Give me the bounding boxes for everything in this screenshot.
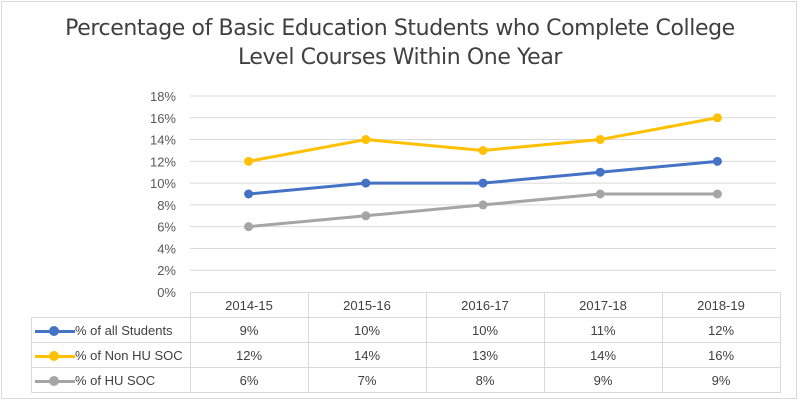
table-row-all-students: % of all Students 9% 10% 10% 11% 12%: [31, 317, 781, 343]
table-cell: 8%: [425, 367, 545, 393]
data-table: 2014-15 2015-16 2016-17 2017-18 2018-19 …: [31, 292, 781, 393]
table-cell: 13%: [425, 342, 545, 368]
legend-entry-hu-soc: % of HU SOC: [31, 367, 191, 393]
y-tick-label: 2%: [157, 263, 176, 278]
legend-key-blue-line-icon: [35, 325, 75, 337]
y-tick-label: 18%: [150, 89, 176, 104]
data-point-marker: [595, 189, 605, 199]
table-cell: 9%: [543, 367, 663, 393]
table-cell: 10%: [307, 317, 427, 343]
legend-entry-all-students: % of all Students: [31, 317, 191, 343]
data-table-header: 2014-15 2015-16 2016-17 2017-18 2018-19: [31, 292, 781, 318]
table-cell: 14%: [307, 342, 427, 368]
category-label: 2016-17: [425, 292, 545, 318]
data-point-marker: [361, 178, 371, 188]
table-cell: 9%: [189, 317, 309, 343]
y-axis-ticks: 0%2%4%6%8%10%12%14%16%18%: [150, 89, 176, 300]
table-cell: 14%: [543, 342, 663, 368]
table-cell: 16%: [661, 342, 781, 368]
data-point-marker: [244, 222, 254, 232]
table-cell: 10%: [425, 317, 545, 343]
table-cell: 11%: [543, 317, 663, 343]
chart-title-line-2: Level Courses Within One Year: [237, 45, 563, 70]
table-row-hu-soc: % of HU SOC 6% 7% 8% 9% 9%: [31, 367, 781, 393]
data-point-marker: [244, 156, 254, 166]
y-tick-label: 6%: [157, 220, 176, 235]
category-label: 2014-15: [189, 292, 309, 318]
data-point-marker: [361, 211, 371, 221]
legend-key-gray-line-icon: [35, 375, 75, 387]
chart-title-line-1: Percentage of Basic Education Students w…: [65, 16, 735, 41]
table-cell: 6%: [189, 367, 309, 393]
table-row-non-hu-soc: % of Non HU SOC 12% 14% 13% 14% 16%: [31, 342, 781, 368]
y-tick-label: 4%: [157, 241, 176, 256]
data-point-marker: [712, 113, 722, 123]
legend-entry-non-hu-soc: % of Non HU SOC: [31, 342, 191, 368]
legend-key-yellow-line-icon: [35, 350, 75, 362]
data-point-marker: [595, 167, 605, 177]
data-point-marker: [478, 178, 488, 188]
table-cell: 12%: [661, 317, 781, 343]
data-point-marker: [712, 189, 722, 199]
series-lines: [244, 113, 722, 232]
category-label: 2015-16: [307, 292, 427, 318]
table-cell: 7%: [307, 367, 427, 393]
category-label: 2017-18: [543, 292, 663, 318]
y-tick-label: 10%: [150, 176, 176, 191]
table-cell: 12%: [189, 342, 309, 368]
series-line: [248, 159, 718, 196]
y-tick-label: 8%: [157, 198, 176, 213]
table-cell: 9%: [661, 367, 781, 393]
data-point-marker: [478, 200, 488, 210]
y-tick-label: 14%: [150, 133, 176, 148]
data-point-marker: [244, 189, 254, 199]
series-line: [248, 192, 718, 229]
data-point-marker: [712, 156, 722, 166]
y-tick-label: 16%: [150, 111, 176, 126]
data-point-marker: [361, 135, 371, 145]
y-tick-label: 12%: [150, 154, 176, 169]
category-label: 2018-19: [661, 292, 781, 318]
data-point-marker: [478, 145, 488, 155]
chart-title: Percentage of Basic Education Students w…: [0, 14, 800, 72]
data-point-marker: [595, 135, 605, 145]
